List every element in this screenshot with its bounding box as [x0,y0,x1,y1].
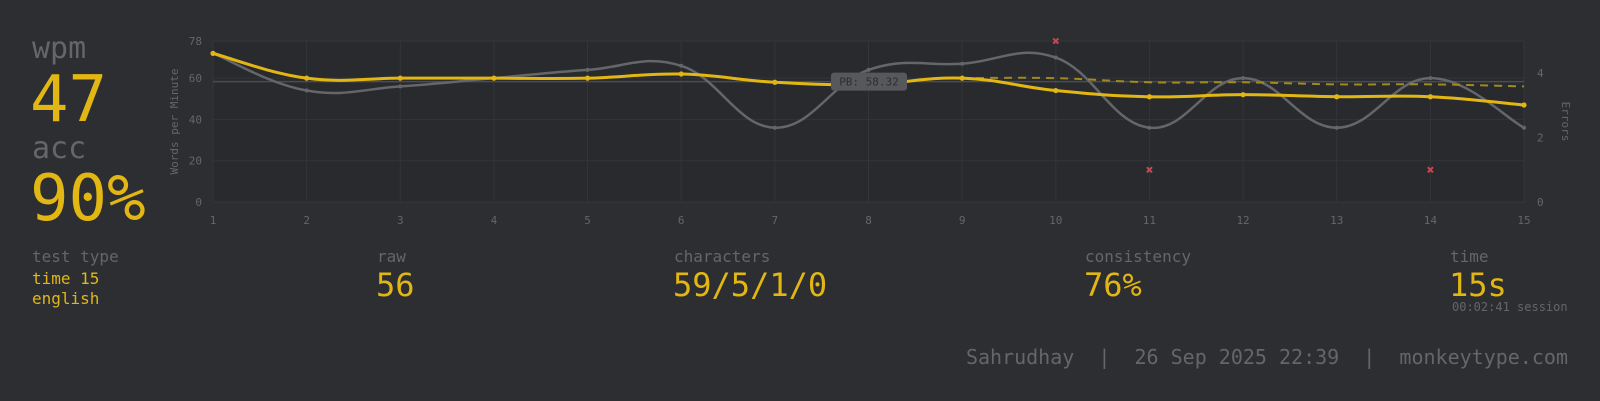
x-tick-label: 4 [491,214,498,227]
x-tick-label: 7 [772,214,779,227]
wpm-point [304,75,310,81]
y2-axis-title: Errors [1559,102,1572,142]
x-tick-label: 14 [1424,214,1438,227]
series-line-raw [212,51,1525,129]
y-tick-label: 0 [195,196,202,209]
footer-watermark: Sahrudhay | 26 Sep 2025 22:39 | monkeyty… [965,345,1568,369]
y-axis-title: Words per Minute [168,69,181,175]
raw-point [398,84,403,89]
wpm-point [1146,94,1153,100]
wpm-point [678,71,684,77]
x-tick-label: 12 [1236,214,1249,227]
y-tick-label: 20 [189,155,202,168]
x-tick-label: 5 [584,214,591,227]
wpm-label: wpm [32,31,87,66]
x-tick-label: 2 [303,214,310,227]
pb-label-text: PB: 58.32 [839,76,899,89]
raw-point [1522,125,1526,130]
characters-label: characters [674,247,771,266]
test-type-language[interactable]: english [32,289,100,308]
pb-label-box [831,72,907,91]
raw-point [1147,125,1152,130]
wpm-point [491,75,497,81]
wpm-point [397,75,403,81]
raw-point [304,88,309,93]
test-type-mode[interactable]: time 15 [32,269,100,288]
y2-tick-label: 0 [1537,196,1544,209]
error-marker [1052,37,1060,45]
x-tick-label: 10 [1049,214,1062,227]
x-tick-label: 8 [865,214,872,227]
wpm-point [1427,94,1433,100]
x-tick-label: 15 [1517,214,1530,227]
acc-label: acc [32,131,87,166]
wpm-point [772,79,778,85]
acc-value: 90% [30,162,146,236]
y2-tick-label: 2 [1537,132,1544,145]
error-marker [1427,166,1434,174]
wpm-point [1240,92,1246,98]
x-tick-label: 6 [678,214,685,227]
raw-point [679,63,684,68]
consistency-label: consistency [1085,247,1191,266]
x-tick-label: 13 [1330,214,1343,227]
raw-point [585,67,590,72]
time-label: time [1450,247,1489,266]
raw-point [1428,76,1433,81]
consistency-value: 76% [1084,266,1142,304]
y-tick-label: 78 [189,35,202,48]
raw-point [866,67,871,72]
y2-tick-label: 4 [1537,67,1544,80]
raw-point [772,125,777,130]
raw-point [1334,125,1339,130]
wpm-value: 47 [30,63,108,137]
characters-value: 59/5/1/0 [673,266,828,304]
y-tick-label: 40 [189,113,202,126]
error-marker [1146,166,1153,174]
wpm-point [1334,94,1340,100]
raw-label: raw [377,247,406,266]
x-tick-label: 11 [1143,214,1156,227]
wpm-point [1521,102,1527,108]
series-line-average [962,76,1525,88]
raw-point [1241,76,1246,81]
raw-point [1053,55,1058,60]
x-tick-label: 3 [397,214,404,227]
test-type-label: test type [32,247,119,266]
session-time: 00:02:41 session [1452,300,1568,314]
x-tick-label: 1 [210,214,217,227]
wpm-point [1053,87,1059,94]
wpm-point [210,50,216,56]
y-tick-label: 60 [189,72,202,85]
x-tick-label: 9 [959,214,966,227]
wpm-point [959,75,965,81]
wpm-point [584,75,591,81]
time-value: 15s [1449,266,1507,304]
raw-point [960,61,965,66]
raw-value: 56 [376,266,415,304]
